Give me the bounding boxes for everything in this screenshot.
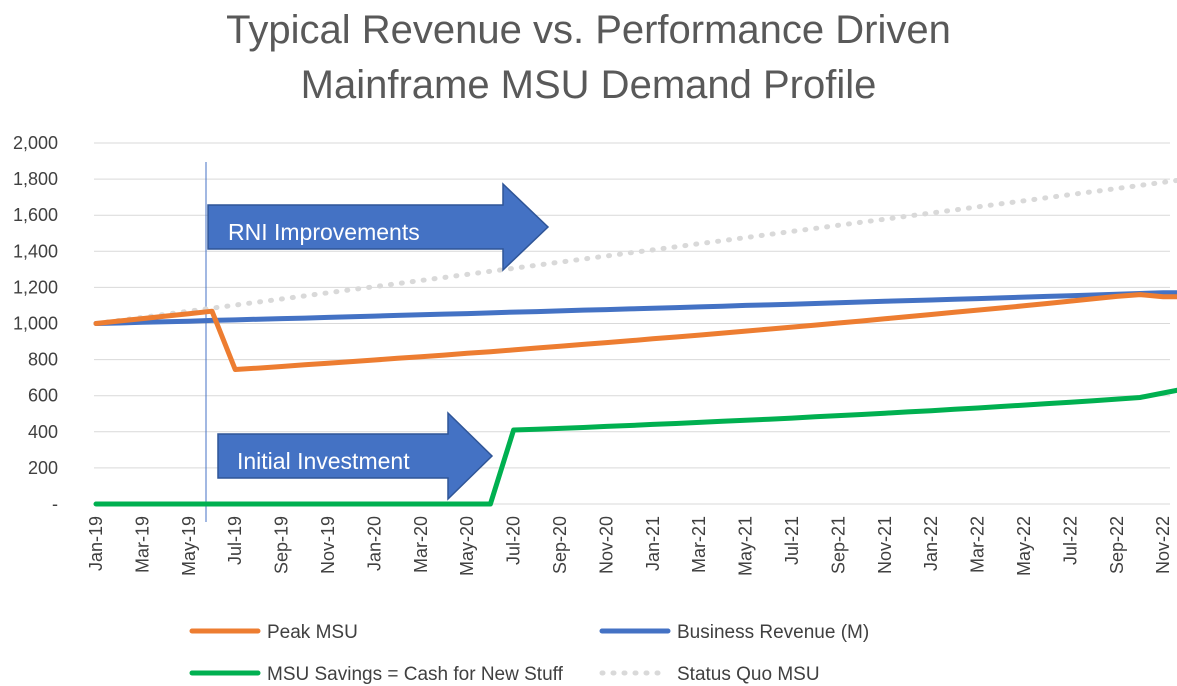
y-tick-label: 1,600 (13, 205, 58, 225)
y-tick-label: 1,000 (13, 314, 58, 334)
series-line-status-quo-msu (93, 177, 1177, 326)
y-tick-label: 400 (28, 422, 58, 442)
legend-label: Status Quo MSU (677, 664, 820, 685)
x-tick-label: Nov-21 (875, 516, 895, 574)
series-line-business-revenue-m (93, 290, 1177, 326)
x-tick-label: Jul-21 (782, 516, 802, 565)
x-tick-label: Mar-19 (132, 516, 152, 573)
series-line-msu-savings-cash-for-new-stuff (93, 387, 1177, 507)
legend-label: Peak MSU (267, 622, 358, 643)
y-tick-label: 800 (28, 350, 58, 370)
chart-title-line-1: Typical Revenue vs. Performance Driven (226, 8, 951, 52)
x-tick-label: Nov-22 (1153, 516, 1173, 574)
x-tick-label: Jan-20 (364, 516, 384, 571)
rni-improvements-arrow: RNI Improvements (207, 182, 550, 272)
rni-improvements-arrow-shape (207, 182, 550, 272)
y-tick-label: 600 (28, 386, 58, 406)
x-tick-label: Mar-22 (968, 516, 988, 573)
x-tick-label: May-22 (1014, 516, 1034, 576)
initial-investment-arrow: Initial Investment (217, 411, 494, 501)
x-tick-label: Jul-19 (225, 516, 245, 565)
legend-label: Business Revenue (M) (677, 622, 869, 643)
legend-label: MSU Savings = Cash for New Stuff (267, 664, 564, 685)
y-tick-label: 1,800 (13, 169, 58, 189)
x-tick-label: May-19 (179, 516, 199, 576)
y-tick-label: - (52, 494, 58, 514)
x-tick-label: May-20 (457, 516, 477, 576)
y-tick-label: 1,200 (13, 277, 58, 297)
x-tick-label: May-21 (736, 516, 756, 576)
x-tick-label: Sep-21 (828, 516, 848, 574)
chart-title-line-2: Mainframe MSU Demand Profile (300, 63, 877, 107)
x-tick-label: Nov-19 (318, 516, 338, 574)
rni-improvements-arrow-label: RNI Improvements (228, 219, 420, 245)
x-tick-label: Mar-21 (689, 516, 709, 573)
x-tick-label: Jul-22 (1060, 516, 1080, 565)
x-tick-label: Jan-22 (921, 516, 941, 571)
x-tick-label: Jan-21 (643, 516, 663, 571)
x-tick-label: Sep-20 (550, 516, 570, 574)
x-tick-label: Sep-22 (1107, 516, 1127, 574)
x-tick-label: Mar-20 (411, 516, 431, 573)
x-tick-label: Jul-20 (504, 516, 524, 565)
initial-investment-arrow-shape (217, 411, 494, 501)
x-tick-label: Jan-19 (86, 516, 106, 571)
initial-investment-arrow-label: Initial Investment (237, 448, 410, 474)
y-tick-label: 1,400 (13, 241, 58, 261)
y-tick-label: 200 (28, 458, 58, 478)
x-tick-label: Sep-19 (272, 516, 292, 574)
x-tick-label: Nov-20 (596, 516, 616, 574)
y-tick-label: 2,000 (13, 133, 58, 153)
series-line-peak-msu (93, 292, 1177, 372)
